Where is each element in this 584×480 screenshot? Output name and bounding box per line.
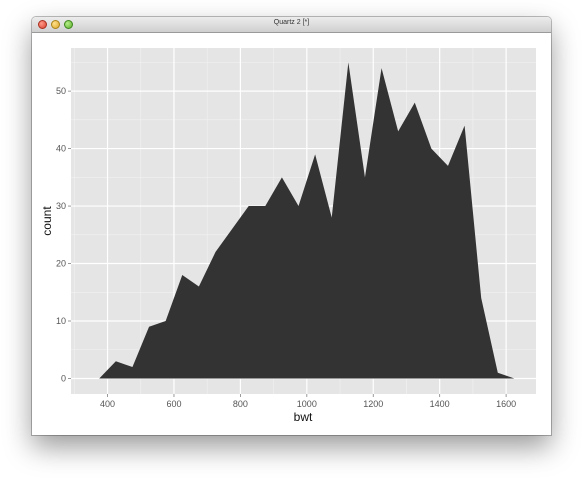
window-title: Quartz 2 [*]	[273, 19, 310, 26]
count-area	[99, 62, 515, 379]
x-tick-label: 1200	[363, 399, 383, 409]
window-titlebar[interactable]: Quartz 2 [*]	[32, 17, 551, 33]
y-tick-label: 20	[56, 259, 66, 269]
y-axis-title: count	[40, 206, 54, 236]
x-tick-label: 800	[233, 399, 248, 409]
zoom-window-button[interactable]	[64, 20, 73, 29]
x-tick-label: 1400	[430, 399, 450, 409]
x-tick-label: 600	[166, 399, 181, 409]
y-axis-ticks: 0 10 20 30 40 50	[56, 86, 71, 383]
x-tick-label: 1600	[496, 399, 516, 409]
y-tick-label: 10	[56, 316, 66, 326]
y-tick-label: 40	[56, 144, 66, 154]
y-tick-label: 0	[61, 373, 66, 383]
minimize-window-button[interactable]	[51, 20, 60, 29]
close-window-button[interactable]	[38, 20, 47, 29]
x-tick-label: 1000	[297, 399, 317, 409]
x-tick-label: 400	[100, 399, 115, 409]
bwt-count-chart: 400 600 800 1000 1200 1400 1600 0 10 20 30 40 50 bw…	[40, 48, 536, 424]
x-axis-title: bwt	[294, 410, 313, 424]
y-tick-label: 50	[56, 86, 66, 96]
x-axis-ticks: 400 600 800 1000 1200 1400 1600	[100, 394, 516, 409]
y-tick-label: 30	[56, 201, 66, 211]
quartz-window: Quartz 2 [*] 400 600 800 1000 1200 1400 1600 0…	[32, 17, 551, 435]
